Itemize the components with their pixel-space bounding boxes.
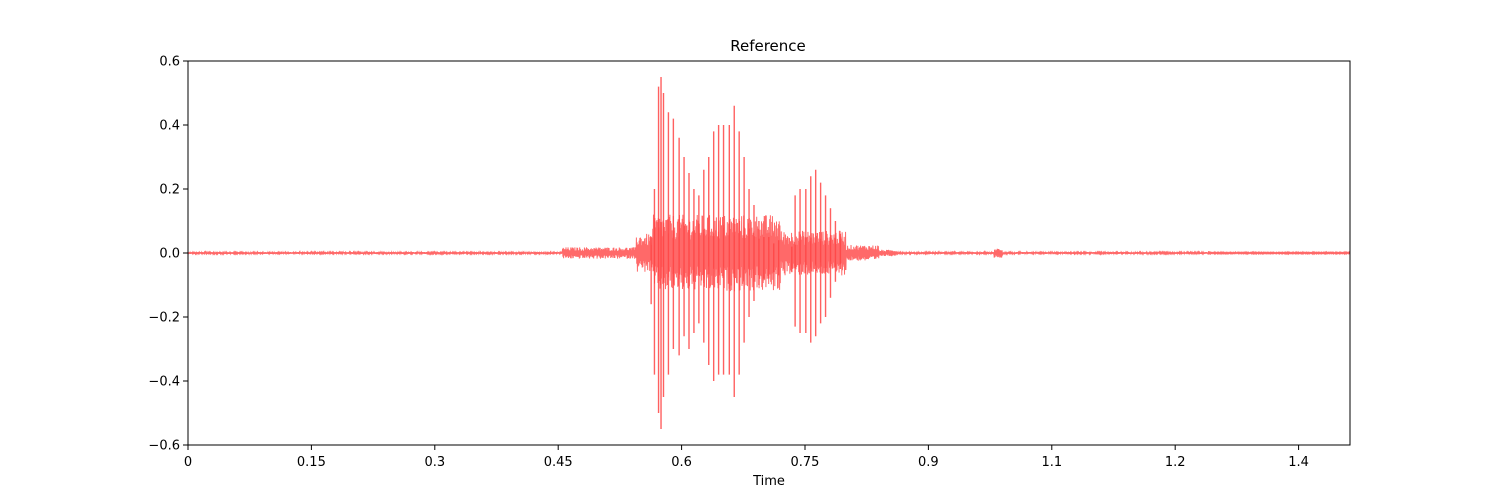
x-tick-label: 1.2 [1165,455,1186,470]
y-tick-label: −0.2 [148,311,180,326]
y-tick-label: −0.6 [148,439,180,454]
x-tick-label: 0.45 [544,455,573,470]
x-tick-label: 1.4 [1288,455,1309,470]
waveform-line [187,214,1351,292]
plot-area [187,77,1351,429]
y-tick-label: −0.4 [148,375,180,390]
y-tick-label: 0.2 [159,183,180,198]
x-tick-label: 0.6 [671,455,692,470]
x-tick-label: 0.9 [918,455,939,470]
y-tick-label: 0.4 [159,119,180,134]
x-tick-label: 0.75 [791,455,820,470]
x-tick-label: 0.15 [297,455,326,470]
y-tick-label: 0.6 [159,55,180,70]
x-tick-label: 0.3 [424,455,445,470]
x-tick-label: 0 [184,455,192,470]
x-axis-label: Time [752,474,785,489]
x-axis: 0 0.15 0.3 0.45 0.6 0.75 0.9 1.1 1.2 1.4 [184,445,1309,470]
x-tick-label: 1.1 [1041,455,1062,470]
y-axis: −0.6 −0.4 −0.2 0.0 0.2 0.4 0.6 [148,55,188,454]
y-tick-label: 0.0 [159,247,180,262]
chart-title: Reference [730,37,806,55]
